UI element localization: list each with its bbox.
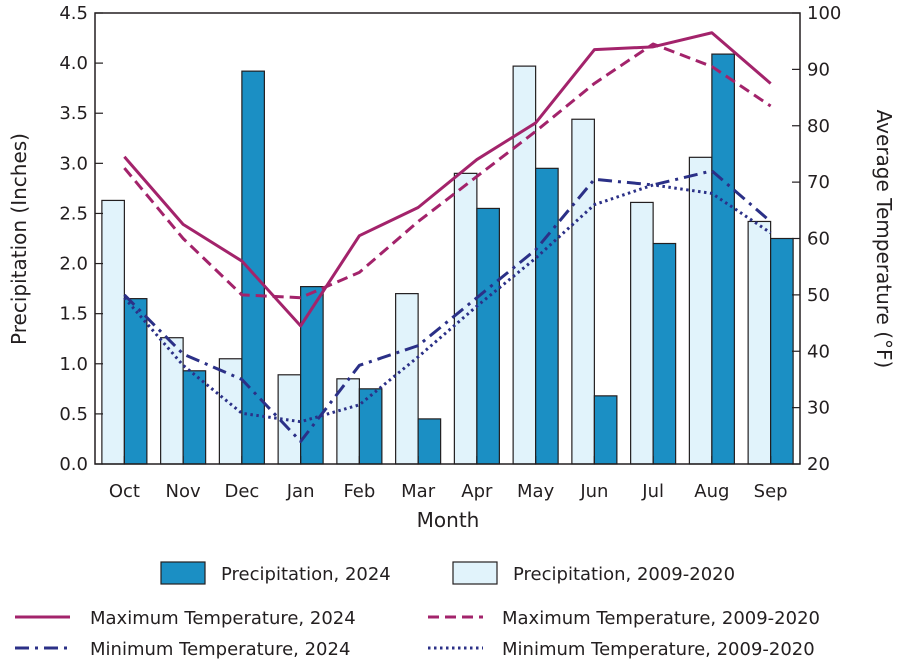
right-tick-label: 70 [807, 172, 830, 193]
bar-precip-2009-2020-sep [747, 220, 772, 465]
right-tick-label: 30 [807, 398, 830, 419]
bar-precip-2024-sep [770, 237, 794, 465]
left-tick-label: 0.5 [59, 404, 88, 425]
x-tick-label-sep: Sep [754, 481, 788, 502]
x-tick-label-oct: Oct [109, 481, 140, 502]
bar-precip-2024-apr [476, 207, 500, 465]
temperature-lines [123, 31, 772, 443]
x-tick-label-jan: Jan [286, 481, 315, 502]
right-tick-label: 20 [807, 454, 830, 475]
x-tick-label-dec: Dec [224, 481, 259, 502]
legend-label-precip-2009-2020: Precipitation, 2009-2020 [513, 564, 735, 585]
bar-precip-2024-mar [417, 418, 442, 465]
x-axis-title: Month [417, 508, 480, 532]
y-axis-title-left: Precipitation (Inches) [7, 133, 31, 345]
left-tick-label: 1.0 [59, 354, 88, 375]
bar-precip-2024-dec [241, 70, 265, 465]
right-tick-label: 80 [807, 116, 830, 137]
left-tick-label: 0.0 [59, 454, 88, 475]
x-tick-label-aug: Aug [694, 481, 729, 502]
bar-precip-2009-2020-jul [630, 201, 654, 465]
bar-precip-2024-may [535, 167, 559, 465]
bar-precip-2024-oct [123, 298, 148, 465]
bar-precip-2009-2020-apr [453, 172, 478, 465]
left-tick-label: 4.5 [59, 3, 88, 24]
legend-swatch-precip-2009-2020 [452, 561, 498, 585]
bars-precipitation-2009-2020 [101, 65, 772, 465]
legend: Precipitation, 2024 Precipitation, 2009-… [15, 561, 820, 660]
x-tick-label-feb: Feb [343, 481, 375, 502]
right-tick-label: 60 [807, 229, 830, 250]
legend-label-min-temp-2024: Minimum Temperature, 2024 [90, 639, 350, 660]
legend-label-min-temp-2009-2020: Minimum Temperature, 2009-2020 [502, 639, 815, 660]
left-axis-ticks: 0.0 0.5 1.0 1.5 2.0 2.5 3.0 3.5 4.0 4.5 [59, 3, 103, 475]
bar-precip-2024-nov [182, 370, 207, 465]
y-axis-title-right: Average Temperature (°F) [872, 110, 896, 369]
bar-precip-2024-aug [711, 53, 735, 465]
bar-precip-2024-jun [593, 395, 618, 465]
bar-precip-2024-feb [358, 388, 383, 465]
bar-precip-2009-2020-dec [218, 358, 243, 465]
right-tick-label: 100 [807, 3, 841, 24]
bar-precip-2009-2020-jun [571, 118, 595, 465]
right-tick-label: 90 [807, 59, 830, 80]
x-axis-ticks: Oct Nov Dec Jan Feb Mar Apr May Jun Jul Aug Sep [109, 456, 788, 502]
legend-label-precip-2024: Precipitation, 2024 [221, 564, 391, 585]
bar-precip-2009-2020-aug [688, 156, 713, 465]
left-tick-label: 4.0 [59, 53, 88, 74]
right-tick-label: 50 [807, 285, 830, 306]
line-max-temp-2009-2020 [123, 42, 772, 300]
x-tick-label-mar: Mar [401, 481, 436, 502]
right-axis-ticks: 20 30 40 50 60 70 80 90 100 [792, 3, 841, 475]
left-tick-label: 3.5 [59, 103, 88, 124]
x-tick-label-may: May [517, 481, 555, 502]
x-tick-label-jun: Jun [579, 481, 608, 502]
x-tick-label-jul: Jul [641, 481, 664, 502]
bar-precip-2009-2020-oct [101, 199, 125, 465]
left-tick-label: 2.5 [59, 203, 88, 224]
legend-label-max-temp-2024: Maximum Temperature, 2024 [90, 608, 356, 629]
line-min-temp-2009-2020 [123, 183, 772, 424]
left-tick-label: 3.0 [59, 153, 88, 174]
right-tick-label: 40 [807, 341, 830, 362]
x-tick-label-nov: Nov [166, 481, 201, 502]
bar-precip-2009-2020-nov [160, 337, 184, 465]
bar-precip-2024-jul [652, 242, 677, 465]
legend-swatch-precip-2024 [160, 561, 206, 585]
line-max-temp-2024 [123, 31, 772, 328]
left-tick-label: 2.0 [59, 254, 88, 275]
bar-precip-2009-2020-mar [395, 293, 419, 465]
x-tick-label-apr: Apr [461, 481, 493, 502]
left-tick-label: 1.5 [59, 304, 88, 325]
line-min-temp-2024 [123, 169, 772, 443]
legend-label-max-temp-2009-2020: Maximum Temperature, 2009-2020 [502, 608, 820, 629]
